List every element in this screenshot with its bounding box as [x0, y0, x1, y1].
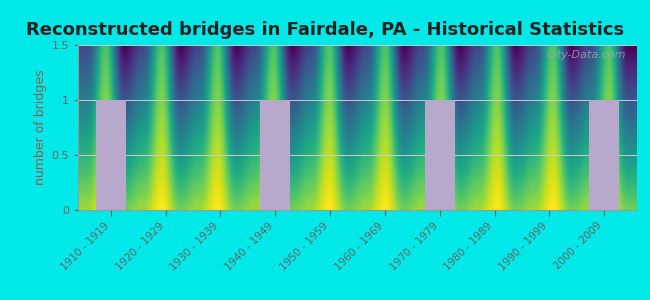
- Text: City-Data.com: City-Data.com: [546, 50, 626, 60]
- Y-axis label: number of bridges: number of bridges: [34, 70, 47, 185]
- Bar: [96, 100, 126, 210]
- Text: Reconstructed bridges in Fairdale, PA - Historical Statistics: Reconstructed bridges in Fairdale, PA - …: [26, 21, 624, 39]
- Bar: [260, 100, 291, 210]
- Bar: [424, 100, 455, 210]
- Bar: [589, 100, 619, 210]
